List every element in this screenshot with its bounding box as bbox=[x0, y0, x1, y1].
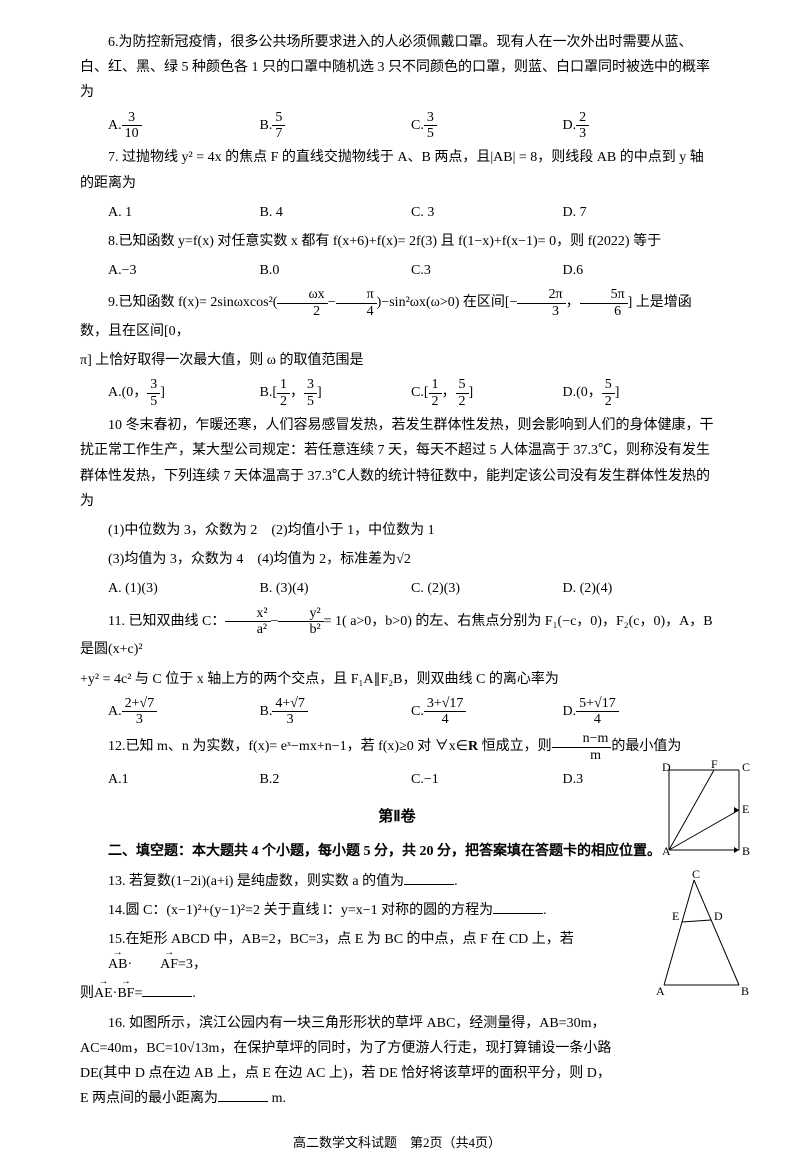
q11-choice-c: C.3+√174 bbox=[411, 696, 563, 728]
q15-line2: 则AE·BF=. bbox=[80, 981, 714, 1006]
q10-choice-d: D. (2)(4) bbox=[563, 576, 715, 601]
question-8: 8.已知函数 y=f(x) 对任意实数 x 都有 f(x+6)+f(x)= 2f… bbox=[80, 229, 714, 254]
svg-text:B: B bbox=[742, 844, 750, 858]
svg-text:E: E bbox=[672, 909, 679, 923]
q15-blank bbox=[142, 982, 192, 997]
svg-text:C: C bbox=[742, 760, 750, 774]
q7-choices: A. 1 B. 4 C. 3 D. 7 bbox=[80, 200, 714, 225]
q9-choice-c: C.[12，52] bbox=[411, 377, 563, 409]
q6-choice-a: A.310 bbox=[108, 110, 260, 142]
question-11: 11. 已知双曲线 C：x²a²−y²b²= 1( a>0，b>0) 的左、右焦… bbox=[80, 606, 714, 663]
q10-opts12: (1)中位数为 3，众数为 2 (2)均值小于 1，中位数为 1 bbox=[80, 518, 714, 543]
svg-text:D: D bbox=[662, 760, 671, 774]
q7-choice-b: B. 4 bbox=[260, 200, 412, 225]
question-7: 7. 过抛物线 y² = 4x 的焦点 F 的直线交抛物线于 A、B 两点，且|… bbox=[80, 145, 714, 195]
q9-choices: A.(0，35] B.[12，35] C.[12，52] D.(0，52] bbox=[80, 377, 714, 409]
q12-choice-a: A.1 bbox=[108, 767, 260, 792]
q10-choice-a: A. (1)(3) bbox=[108, 576, 260, 601]
q10-text: 10 冬末春初，乍暖还寒，人们容易感冒发热，若发生群体性发热，则会影响到人们的身… bbox=[80, 418, 714, 509]
q8-choices: A.−3 B.0 C.3 D.6 bbox=[80, 258, 714, 283]
q11-choice-d: D.5+√174 bbox=[563, 696, 715, 728]
q16-diagram: C E D A B bbox=[654, 870, 754, 1009]
triangle-diagram-svg: C E D A B bbox=[654, 870, 754, 1000]
question-12: 12.已知 m、n 为实数，f(x)= eˣ−mx+n−1，若 f(x)≥0 对… bbox=[80, 731, 714, 763]
q7-choice-a: A. 1 bbox=[108, 200, 260, 225]
q7-choice-d: D. 7 bbox=[563, 200, 715, 225]
question-15: 15.在矩形 ABCD 中，AB=2，BC=3，点 E 为 BC 的中点，点 F… bbox=[80, 927, 714, 977]
q9-choice-d: D.(0，52] bbox=[563, 377, 715, 409]
svg-text:F: F bbox=[711, 760, 718, 771]
q8-choice-a: A.−3 bbox=[108, 258, 260, 283]
q9-line2: π] 上恰好取得一次最大值，则 ω 的取值范围是 bbox=[80, 348, 714, 373]
page-footer: 高二数学文科试题 第2页（共4页） bbox=[80, 1131, 714, 1154]
question-9: 9.已知函数 f(x)= 2sinωxcos²(ωx2−π4)−sin²ωx(ω… bbox=[80, 287, 714, 344]
question-14: 14.圆 C：(x−1)²+(y−1)²=2 关于直线 l：y=x−1 对称的圆… bbox=[80, 898, 714, 923]
q12-choice-c: C.−1 bbox=[411, 767, 563, 792]
q8-choice-c: C.3 bbox=[411, 258, 563, 283]
rectangle-diagram-svg: D F C E B A bbox=[659, 760, 754, 870]
fill-header: 二、填空题：本大题共 4 个小题，每小题 5 分，共 20 分，把答案填在答题卡… bbox=[80, 839, 714, 864]
q14-blank bbox=[493, 899, 543, 914]
svg-text:A: A bbox=[662, 844, 671, 858]
q10-choice-c: C. (2)(3) bbox=[411, 576, 563, 601]
q10-opts34: (3)均值为 3，众数为 4 (4)均值为 2，标准差为√2 bbox=[80, 547, 714, 572]
q6-choices: A.310 B.57 C.35 D.23 bbox=[80, 110, 714, 142]
svg-text:E: E bbox=[742, 802, 749, 816]
q8-text: 8.已知函数 y=f(x) 对任意实数 x 都有 f(x+6)+f(x)= 2f… bbox=[108, 234, 661, 249]
q11-choice-b: B.4+√73 bbox=[260, 696, 412, 728]
q10-choices: A. (1)(3) B. (3)(4) C. (2)(3) D. (2)(4) bbox=[80, 576, 714, 601]
q6-choice-c: C.35 bbox=[411, 110, 563, 142]
svg-text:D: D bbox=[714, 909, 723, 923]
q6-choice-d: D.23 bbox=[563, 110, 715, 142]
q15-diagram: D F C E B A bbox=[659, 760, 754, 879]
q8-choice-b: B.0 bbox=[260, 258, 412, 283]
q6-text: 6.为防控新冠疫情，很多公共场所要求进入的人必须佩戴口罩。现有人在一次外出时需要… bbox=[80, 35, 710, 100]
q7-choice-c: C. 3 bbox=[411, 200, 563, 225]
q10-choice-b: B. (3)(4) bbox=[260, 576, 412, 601]
question-6: 6.为防控新冠疫情，很多公共场所要求进入的人必须佩戴口罩。现有人在一次外出时需要… bbox=[80, 30, 714, 106]
q13-blank bbox=[404, 870, 454, 885]
q9-choice-b: B.[12，35] bbox=[260, 377, 412, 409]
q11-line2: +y² = 4c² 与 C 位于 x 轴上方的两个交点，且 F₁A∥F₂B，则双… bbox=[80, 667, 714, 692]
q8-choice-d: D.6 bbox=[563, 258, 715, 283]
q6-choice-b: B.57 bbox=[260, 110, 412, 142]
q11-choice-a: A.2+√73 bbox=[108, 696, 260, 728]
question-10: 10 冬末春初，乍暖还寒，人们容易感冒发热，若发生群体性发热，则会影响到人们的身… bbox=[80, 413, 714, 514]
q12-choice-b: B.2 bbox=[260, 767, 412, 792]
svg-text:B: B bbox=[741, 984, 749, 998]
q12-choices: A.1 B.2 C.−1 D.3 bbox=[80, 767, 714, 792]
q11-choices: A.2+√73 B.4+√73 C.3+√174 D.5+√174 bbox=[80, 696, 714, 728]
svg-text:C: C bbox=[692, 870, 700, 881]
q16-blank bbox=[218, 1087, 268, 1102]
q9-choice-a: A.(0，35] bbox=[108, 377, 260, 409]
q7-text: 7. 过抛物线 y² = 4x 的焦点 F 的直线交抛物线于 A、B 两点，且|… bbox=[80, 150, 704, 190]
question-13: 13. 若复数(1−2i)(a+i) 是纯虚数，则实数 a 的值为. bbox=[80, 869, 714, 894]
question-16: 16. 如图所示，滨江公园内有一块三角形形状的草坪 ABC，经测量得，AB=30… bbox=[80, 1011, 714, 1112]
svg-text:A: A bbox=[656, 984, 665, 998]
section-2-title: 第Ⅱ卷 bbox=[80, 804, 714, 831]
